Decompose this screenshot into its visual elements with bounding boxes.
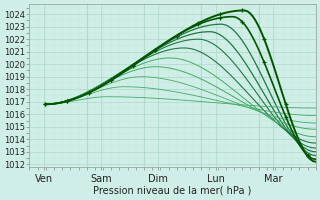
X-axis label: Pression niveau de la mer( hPa ): Pression niveau de la mer( hPa ): [93, 186, 252, 196]
